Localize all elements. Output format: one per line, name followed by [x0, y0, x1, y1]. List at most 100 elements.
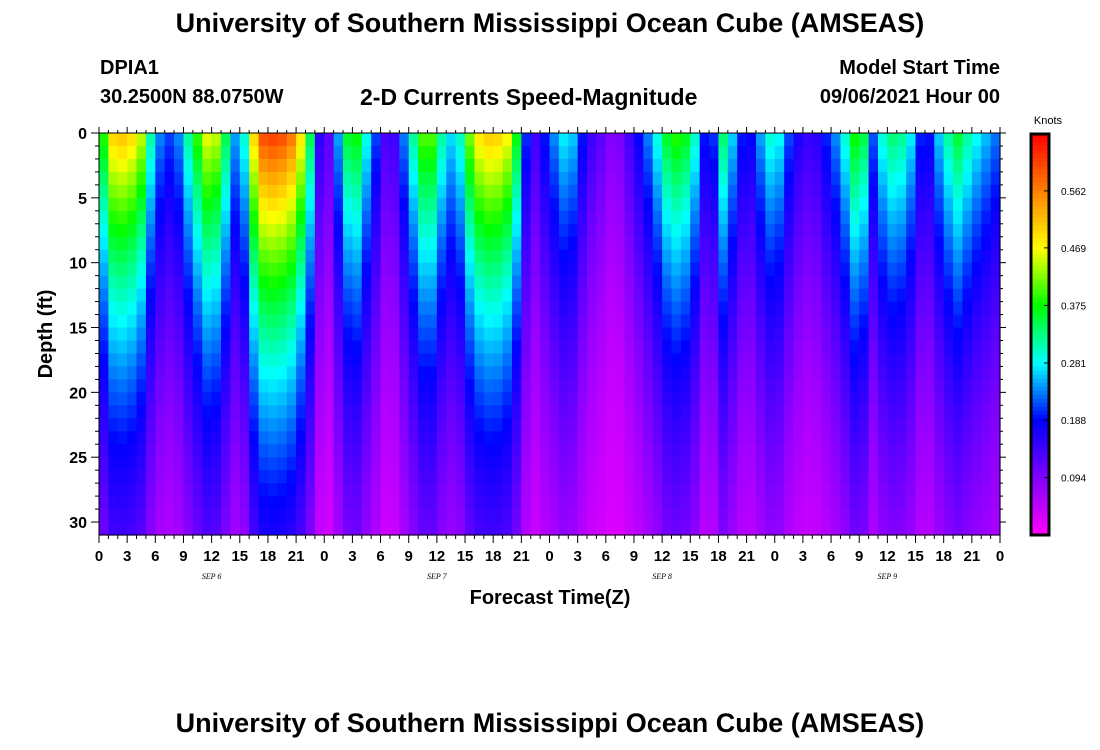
heatmap-cell [849, 340, 860, 355]
heatmap-cell [192, 197, 203, 212]
heatmap-cell [812, 379, 823, 393]
heatmap-cell [971, 327, 982, 342]
heatmap-cell [155, 470, 166, 484]
heatmap-cell [849, 509, 860, 523]
heatmap-cell [587, 509, 598, 523]
heatmap-cell [361, 483, 372, 497]
heatmap-cell [605, 353, 616, 368]
heatmap-cell [230, 133, 241, 147]
heatmap-cell [633, 314, 644, 329]
heatmap-cell [183, 483, 194, 497]
heatmap-cell [981, 145, 992, 160]
colorbar-segment [1031, 190, 1049, 195]
heatmap-cell [831, 522, 842, 536]
heatmap-cell [343, 431, 354, 445]
heatmap-cell [221, 314, 231, 329]
heatmap-cell [596, 171, 607, 186]
heatmap-cell [868, 301, 879, 316]
heatmap-cell [924, 509, 935, 523]
heatmap-cell [755, 184, 766, 199]
heatmap-cell [831, 470, 842, 484]
heatmap-cell [389, 457, 400, 471]
heatmap-cell [746, 366, 757, 380]
heatmap-cell [652, 288, 663, 303]
heatmap-cell [380, 249, 391, 264]
heatmap-cell [99, 301, 109, 316]
heatmap-cell [802, 145, 813, 160]
heatmap-cell [155, 457, 166, 471]
heatmap-cell [746, 275, 757, 290]
heatmap-cell [183, 353, 194, 368]
heatmap-cell [333, 262, 344, 277]
heatmap-cell [399, 184, 410, 199]
heatmap-cell [239, 366, 250, 380]
heatmap-cell [474, 444, 485, 458]
heatmap-cell [324, 249, 335, 264]
heatmap-cell [258, 340, 269, 355]
heatmap-cell [906, 327, 917, 342]
heatmap-cell [446, 249, 457, 264]
heatmap-cell [305, 275, 316, 290]
heatmap-cell [436, 405, 447, 419]
heatmap-cell [643, 405, 654, 419]
heatmap-cell [793, 327, 804, 342]
heatmap-cell [155, 509, 166, 523]
heatmap-cell [596, 444, 607, 458]
heatmap-cell [981, 249, 992, 264]
heatmap-cell [155, 275, 166, 290]
heatmap-cell [877, 444, 888, 458]
heatmap-cell [624, 262, 635, 277]
heatmap-cell [615, 171, 626, 186]
heatmap-cell [108, 210, 119, 225]
heatmap-cell [802, 236, 813, 251]
heatmap-cell [962, 301, 973, 316]
heatmap-cell [615, 457, 626, 471]
colorbar-segment [1031, 482, 1049, 488]
heatmap-cell [755, 483, 766, 497]
x-tick-label: 21 [513, 548, 530, 565]
x-tick-label: 3 [799, 548, 807, 565]
heatmap-cell [934, 431, 945, 445]
heatmap-cell [859, 288, 870, 303]
heatmap-cell [953, 223, 964, 238]
heatmap-cell [652, 145, 663, 160]
heatmap-cell [784, 522, 795, 536]
heatmap-cell [343, 236, 354, 251]
heatmap-cell [924, 457, 935, 471]
heatmap-cell [990, 262, 1001, 277]
heatmap-cell [211, 366, 222, 380]
heatmap-cell [680, 210, 691, 225]
heatmap-cell [352, 457, 363, 471]
heatmap-cell [877, 197, 888, 212]
heatmap-cell [277, 158, 288, 173]
heatmap-cell [343, 379, 354, 393]
heatmap-cell [690, 457, 701, 471]
heatmap-cell [155, 210, 166, 225]
heatmap-cell [314, 340, 325, 355]
heatmap-cell [981, 210, 992, 225]
heatmap-cell [558, 405, 569, 419]
heatmap-cell [577, 197, 588, 212]
heatmap-cell [427, 470, 438, 484]
heatmap-cell [465, 133, 476, 147]
heatmap-cell [549, 353, 560, 368]
heatmap-cell [643, 418, 654, 432]
heatmap-cell [418, 249, 429, 264]
heatmap-cell [709, 197, 720, 212]
heatmap-cell [915, 184, 926, 199]
x-tick-label: 0 [95, 548, 103, 565]
heatmap-cell [971, 470, 982, 484]
heatmap-cell [230, 444, 241, 458]
colorbar-segment [1031, 202, 1049, 207]
heatmap-cell [324, 483, 335, 497]
heatmap-cell [267, 418, 278, 432]
heatmap-cell [314, 366, 325, 380]
heatmap-cell [296, 249, 307, 264]
heatmap-cell [465, 171, 476, 186]
heatmap-cell [174, 418, 185, 432]
heatmap-cell [511, 133, 522, 147]
heatmap-cell [521, 210, 532, 225]
heatmap-cell [136, 158, 147, 173]
heatmap-cell [887, 210, 898, 225]
heatmap-cell [633, 288, 644, 303]
